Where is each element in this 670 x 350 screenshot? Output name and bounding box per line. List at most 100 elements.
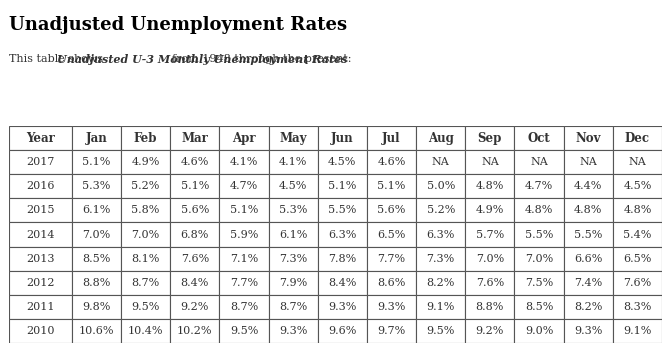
Text: 5.1%: 5.1% [181,181,209,191]
Text: 4.5%: 4.5% [328,157,356,167]
Bar [220,295,269,319]
Text: 5.6%: 5.6% [377,205,406,215]
Bar [269,198,318,223]
Text: 5.9%: 5.9% [230,230,258,239]
Bar [563,150,613,174]
Bar [318,174,367,198]
Bar [170,271,220,295]
Bar [9,198,72,223]
Text: Feb: Feb [134,132,157,145]
Bar [9,246,72,271]
Bar [220,174,269,198]
Bar [563,198,613,223]
Bar [563,246,613,271]
Text: 6.6%: 6.6% [574,254,602,264]
Bar [269,271,318,295]
Bar [9,150,72,174]
Bar [220,198,269,223]
Bar [416,126,465,150]
Bar [121,319,170,343]
Bar [515,223,563,246]
Bar [72,223,121,246]
Bar [563,126,613,150]
Text: 2014: 2014 [26,230,54,239]
Bar [121,223,170,246]
Text: 2013: 2013 [26,254,54,264]
Text: 7.0%: 7.0% [476,254,504,264]
Bar [318,295,367,319]
Bar [220,126,269,150]
Bar [72,319,121,343]
Bar [416,198,465,223]
Bar [72,174,121,198]
Text: 9.0%: 9.0% [525,326,553,336]
Bar [563,174,613,198]
Text: 8.2%: 8.2% [574,302,602,312]
Text: 7.3%: 7.3% [279,254,308,264]
Text: 4.8%: 4.8% [525,205,553,215]
Text: 5.5%: 5.5% [328,205,356,215]
Text: 2012: 2012 [26,278,54,288]
Text: Sep: Sep [478,132,502,145]
Text: This table shows: This table shows [9,54,107,64]
Text: 9.6%: 9.6% [328,326,356,336]
Text: 7.8%: 7.8% [328,254,356,264]
Bar [465,271,515,295]
Bar [121,126,170,150]
Bar [72,198,121,223]
Bar [465,150,515,174]
Bar [613,319,662,343]
Bar [220,271,269,295]
Bar [9,295,72,319]
Bar [367,246,416,271]
Text: NA: NA [432,157,450,167]
Bar [613,126,662,150]
Text: NA: NA [481,157,498,167]
Text: 8.5%: 8.5% [82,254,111,264]
Bar [416,174,465,198]
Bar [515,198,563,223]
Bar [367,319,416,343]
Text: 5.6%: 5.6% [181,205,209,215]
Bar [613,246,662,271]
Text: 8.5%: 8.5% [525,302,553,312]
Bar [72,271,121,295]
Bar [318,150,367,174]
Bar [563,223,613,246]
Bar [613,198,662,223]
Text: Aug: Aug [427,132,454,145]
Bar [318,271,367,295]
Text: 6.8%: 6.8% [181,230,209,239]
Text: 8.8%: 8.8% [476,302,504,312]
Text: 9.1%: 9.1% [427,302,455,312]
Bar [269,223,318,246]
Text: 4.8%: 4.8% [574,205,602,215]
Bar [367,126,416,150]
Text: 7.6%: 7.6% [181,254,209,264]
Text: 7.0%: 7.0% [131,230,160,239]
Text: 8.6%: 8.6% [377,278,406,288]
Text: 8.2%: 8.2% [427,278,455,288]
Text: Jun: Jun [331,132,354,145]
Text: Unadjusted Unemployment Rates: Unadjusted Unemployment Rates [9,16,347,34]
Bar [318,246,367,271]
Bar [563,271,613,295]
Bar [121,271,170,295]
Text: 5.5%: 5.5% [574,230,602,239]
Bar [121,295,170,319]
Bar [416,271,465,295]
Text: from 1948 through the present:: from 1948 through the present: [172,54,352,64]
Text: 6.5%: 6.5% [377,230,406,239]
Text: 5.7%: 5.7% [476,230,504,239]
Bar [170,319,220,343]
Bar [613,295,662,319]
Bar [367,198,416,223]
Text: 4.4%: 4.4% [574,181,602,191]
Text: 5.4%: 5.4% [623,230,651,239]
Bar [318,198,367,223]
Text: 9.8%: 9.8% [82,302,111,312]
Text: 9.3%: 9.3% [328,302,356,312]
Text: 5.1%: 5.1% [82,157,111,167]
Text: 8.8%: 8.8% [82,278,111,288]
Text: 9.2%: 9.2% [476,326,504,336]
